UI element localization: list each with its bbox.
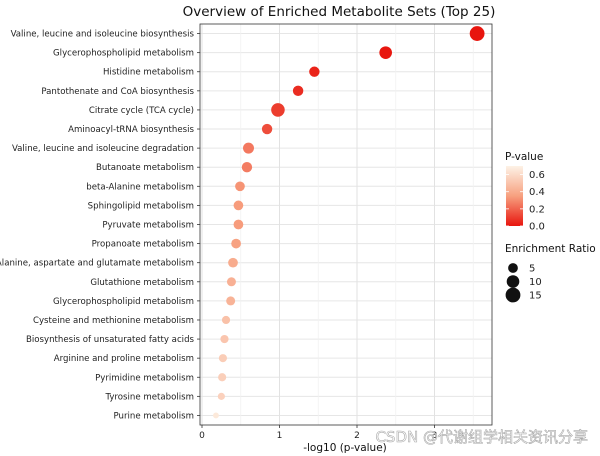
p-value-legend: P-value: [505, 151, 543, 226]
data-point: [231, 238, 241, 249]
data-point: [217, 392, 225, 400]
y-tick-label: Valine, leucine and isoleucine biosynthe…: [11, 30, 195, 40]
y-tick-label: Glutathione metabolism: [90, 278, 194, 288]
y-tick-label: Citrate cycle (TCA cycle): [89, 106, 194, 116]
y-tick-label: Valine, leucine and isoleucine degradati…: [12, 144, 194, 154]
x-axis-ticks: 0 1 2 3: [199, 425, 437, 441]
y-tick-label: Glycerophospholipid metabolism: [53, 49, 194, 59]
x-tick-label: 3: [432, 431, 438, 441]
y-tick-label: Propanoate metabolism: [92, 240, 194, 250]
data-point: [242, 142, 255, 154]
data-point: [235, 181, 245, 192]
data-point: [233, 200, 244, 211]
y-tick-label: Aminoacyl-tRNA biosynthesis: [68, 125, 194, 135]
y-tick-label: Cysteine and methionine metabolism: [33, 316, 194, 326]
size-legend-dot: [508, 263, 518, 273]
enrichment-ratio-legend: Enrichment Ratio 5 10 15: [505, 243, 596, 303]
data-point: [226, 277, 236, 287]
data-point: [218, 354, 228, 363]
size-legend-dot: [505, 287, 521, 303]
watermark: CSDN @代谢组学相关资讯分享: [375, 428, 588, 446]
data-point: [218, 373, 227, 382]
x-tick-label: 1: [277, 431, 283, 441]
data-point: [379, 46, 392, 59]
grid-lines: [200, 24, 492, 425]
p-value-colorbar: [506, 166, 523, 226]
x-tick-label: 0: [199, 431, 205, 441]
size-legend-label: 5: [529, 264, 535, 275]
x-tick-label: 2: [354, 431, 360, 441]
data-point: [220, 334, 229, 344]
y-tick-label: Sphingolipid metabolism: [88, 201, 194, 211]
y-tick-label: Pantothenate and CoA biosynthesis: [41, 87, 194, 97]
data-point: [271, 103, 285, 117]
colorbar-tick-label: 0.0: [529, 222, 545, 233]
data-point: [221, 315, 231, 325]
y-tick-label: Alanine, aspartate and glutamate metabol…: [0, 259, 194, 269]
data-point: [226, 296, 236, 306]
y-tick-label: beta-Alanine metabolism: [86, 182, 194, 192]
data-point: [213, 412, 219, 419]
data-point: [233, 219, 244, 230]
data-point: [469, 26, 485, 41]
y-tick-label: Arginine and proline metabolism: [54, 354, 194, 364]
p-value-legend-ticks: 0.6 0.4 0.2 0.0: [506, 170, 545, 233]
x-axis-label: -log10 (p-value): [303, 442, 387, 454]
y-tick-label: Pyruvate metabolism: [102, 221, 194, 231]
enrichment-ratio-legend-title: Enrichment Ratio: [505, 243, 596, 255]
p-value-legend-title: P-value: [505, 151, 543, 163]
colorbar-tick-label: 0.4: [529, 187, 545, 198]
colorbar-tick-label: 0.2: [529, 204, 545, 215]
y-tick-label: Butanoate metabolism: [96, 163, 194, 173]
size-legend-label: 10: [529, 277, 542, 288]
chart-title: Overview of Enriched Metabolite Sets (To…: [183, 4, 496, 20]
y-tick-label: Biosynthesis of unsaturated fatty acids: [26, 335, 195, 345]
y-tick-label: Tyrosine metabolism: [104, 392, 194, 402]
data-point: [309, 66, 320, 77]
data-points: [213, 26, 485, 419]
y-tick-label: Purine metabolism: [114, 411, 195, 421]
y-axis-labels: Valine, leucine and isoleucine biosynthe…: [0, 30, 200, 421]
data-point: [241, 162, 253, 173]
data-point: [292, 85, 304, 97]
size-legend-label: 15: [529, 291, 542, 302]
data-point: [228, 257, 238, 268]
y-tick-label: Glycerophospholipid metabolism: [53, 297, 194, 307]
colorbar-tick-label: 0.6: [529, 170, 545, 181]
y-tick-label: Histidine metabolism: [103, 68, 194, 78]
data-point: [261, 123, 273, 135]
y-tick-label: Pyrimidine metabolism: [95, 373, 194, 383]
size-legend-dot: [506, 275, 520, 288]
